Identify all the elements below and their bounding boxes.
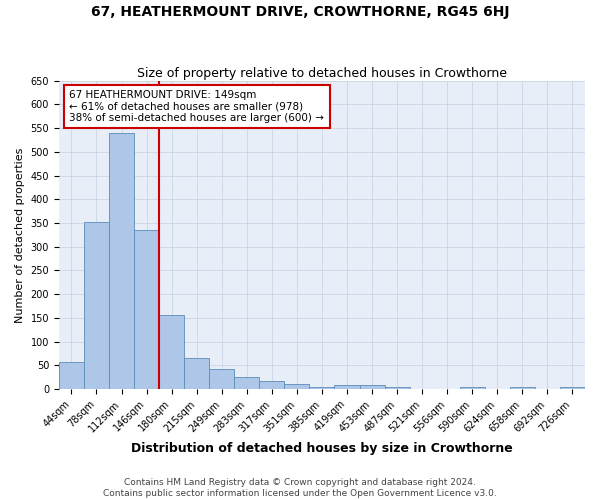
Bar — [159, 315, 184, 389]
Text: 67, HEATHERMOUNT DRIVE, CROWTHORNE, RG45 6HJ: 67, HEATHERMOUNT DRIVE, CROWTHORNE, RG45… — [91, 5, 509, 19]
Bar — [560, 386, 585, 389]
X-axis label: Distribution of detached houses by size in Crowthorne: Distribution of detached houses by size … — [131, 442, 513, 455]
Bar — [234, 377, 259, 389]
Bar — [359, 385, 385, 389]
Bar — [510, 386, 535, 389]
Bar — [460, 386, 485, 389]
Text: 67 HEATHERMOUNT DRIVE: 149sqm
← 61% of detached houses are smaller (978)
38% of : 67 HEATHERMOUNT DRIVE: 149sqm ← 61% of d… — [70, 90, 324, 123]
Bar — [59, 362, 84, 389]
Bar — [334, 385, 359, 389]
Bar — [284, 384, 310, 389]
Bar — [310, 386, 334, 389]
Bar — [134, 230, 159, 389]
Bar — [209, 369, 234, 389]
Bar — [385, 387, 410, 389]
Text: Contains HM Land Registry data © Crown copyright and database right 2024.
Contai: Contains HM Land Registry data © Crown c… — [103, 478, 497, 498]
Bar — [259, 382, 284, 389]
Bar — [109, 133, 134, 389]
Title: Size of property relative to detached houses in Crowthorne: Size of property relative to detached ho… — [137, 66, 507, 80]
Bar — [184, 358, 209, 389]
Y-axis label: Number of detached properties: Number of detached properties — [15, 147, 25, 322]
Bar — [84, 222, 109, 389]
